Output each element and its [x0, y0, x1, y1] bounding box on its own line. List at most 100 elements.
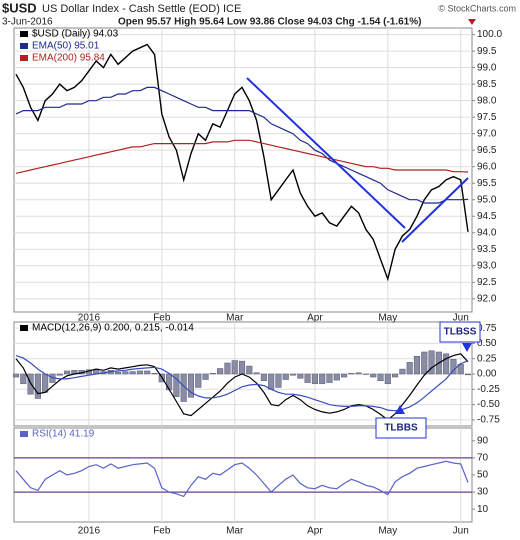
histogram-bar	[224, 362, 231, 375]
y-tick-label: 100.0	[477, 29, 502, 40]
symbol: $USD	[2, 0, 37, 15]
histogram-bar	[136, 370, 143, 375]
x-tick-label: Feb	[153, 313, 171, 324]
y-tick-label: 90	[477, 435, 489, 446]
down-marker	[468, 19, 476, 25]
y-tick-label: 92.5	[477, 277, 497, 288]
y-tick-label: 94.5	[477, 211, 497, 222]
y-tick-label: 50	[477, 470, 489, 481]
histogram-bar	[450, 359, 457, 375]
histogram-bar	[246, 365, 253, 375]
source: © StockCharts.com	[438, 3, 516, 13]
x-tick-label: Jun	[453, 313, 469, 324]
y-tick-label: 99.5	[477, 46, 497, 57]
y-tick-label: 98.5	[477, 79, 497, 90]
histogram-bar	[34, 373, 41, 399]
histogram-bar	[63, 370, 71, 375]
histogram-bar	[12, 373, 20, 378]
histogram-bar	[392, 373, 399, 378]
date: 3-Jun-2016	[2, 17, 53, 28]
histogram-bar	[268, 373, 275, 390]
trendline	[246, 77, 406, 229]
histogram-bar	[260, 373, 267, 381]
histogram-bar	[238, 360, 246, 375]
rsi-panel	[13, 427, 473, 523]
y-tick-label: 95.5	[477, 178, 497, 189]
x-tick-label: Jun	[453, 526, 469, 537]
histogram-bar	[42, 373, 49, 393]
y-tick-label: 92.0	[477, 293, 497, 304]
x-tick-label: 2016	[78, 313, 101, 324]
quote: Open 95.57 High 95.64 Low 93.86 Close 94…	[118, 17, 421, 28]
x-tick-label: May	[378, 313, 397, 324]
y-tick-label: 0.25	[477, 353, 497, 364]
y-tick-label: 96.0	[477, 161, 497, 172]
series-line	[15, 460, 469, 498]
y-tick-label: 97.5	[477, 112, 497, 123]
y-tick-label: 94.0	[477, 227, 497, 238]
y-tick-label: 0.50	[477, 338, 497, 349]
histogram-bar	[253, 372, 260, 375]
histogram-bar	[187, 373, 195, 398]
histogram-bar	[377, 373, 384, 381]
legend-label: MACD(12,26,9) 0.200, 0.215, -0.014	[32, 323, 194, 334]
legend-label: EMA(200) 95.84	[32, 53, 105, 64]
series-line	[15, 43, 469, 282]
x-tick-label: Feb	[153, 526, 171, 537]
histogram-bar	[173, 373, 180, 397]
y-tick-label: 98.0	[477, 95, 497, 106]
histogram-bar	[355, 372, 362, 375]
chart-title: US Dollar Index - Cash Settle (EOD) ICE	[42, 3, 241, 15]
y-tick-label: 70	[477, 453, 489, 464]
legend-swatch	[20, 431, 28, 437]
x-tick-label: May	[378, 526, 397, 537]
annotation: TLBSS	[444, 327, 477, 338]
legend-swatch	[20, 55, 28, 61]
annotation-box	[439, 321, 481, 343]
y-tick-label: -0.25	[477, 384, 500, 395]
histogram-bar	[209, 373, 216, 375]
histogram-bar	[348, 373, 355, 375]
y-tick-label: 95.0	[477, 194, 497, 205]
y-tick-label: 97.0	[477, 128, 497, 139]
y-tick-label: -0.50	[477, 399, 500, 410]
histogram-bar	[144, 370, 151, 375]
legend-label: EMA(50) 95.01	[32, 41, 100, 52]
histogram-bar	[311, 373, 318, 385]
histogram-bar	[464, 373, 472, 376]
histogram-bar	[304, 373, 311, 383]
histogram-bar	[202, 373, 209, 380]
legend-label: $USD (Daily) 94.03	[32, 29, 119, 40]
annotation: TLBBS	[384, 423, 418, 434]
series-line	[15, 139, 469, 174]
x-tick-label: 2016	[78, 526, 101, 537]
annotation-box	[375, 417, 427, 439]
legend-swatch	[20, 43, 28, 49]
histogram-bar	[129, 371, 136, 375]
histogram-bar	[326, 373, 333, 383]
y-tick-label: 30	[477, 487, 489, 498]
histogram-bar	[384, 373, 391, 385]
y-tick-label: 10	[477, 504, 489, 515]
histogram-bar	[413, 356, 421, 375]
x-tick-label: Mar	[226, 313, 244, 324]
histogram-bar	[56, 373, 63, 376]
histogram-bar	[166, 373, 173, 391]
y-tick-label: 93.0	[477, 260, 497, 271]
histogram-bar	[341, 373, 348, 378]
histogram-bar	[362, 373, 369, 375]
y-tick-label: -0.75	[477, 415, 500, 426]
histogram-bar	[319, 373, 326, 385]
histogram-bar	[297, 373, 304, 379]
histogram-bar	[282, 373, 289, 380]
series-line	[15, 355, 469, 412]
histogram-bar	[370, 373, 377, 378]
series-line	[15, 86, 469, 204]
histogram-bar	[399, 368, 406, 375]
histogram-bar	[406, 362, 413, 375]
y-tick-label: 0.75	[477, 323, 497, 334]
histogram-bar	[217, 368, 224, 375]
histogram-bar	[20, 373, 27, 385]
histogram-bar	[115, 371, 122, 375]
